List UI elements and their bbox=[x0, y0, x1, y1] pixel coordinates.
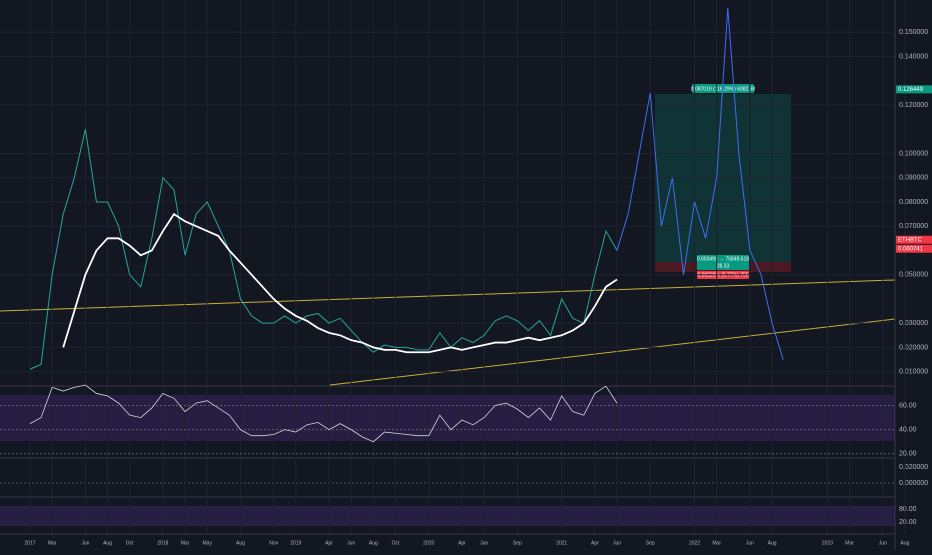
entry-label: 28.33 bbox=[717, 263, 730, 269]
stop-label: 0.00229% (5.77%) 755 bbox=[697, 272, 748, 278]
x-tick-label: Mar bbox=[48, 540, 57, 546]
rsi-tick-label: 60.00 bbox=[899, 402, 917, 409]
price-line bbox=[616, 7, 784, 360]
stoch-band bbox=[0, 506, 895, 526]
rsi-tick-label: 20.00 bbox=[899, 451, 917, 458]
trend-line bbox=[329, 318, 896, 386]
x-tick-label: Jun bbox=[347, 540, 355, 546]
x-tick-label: Sep bbox=[646, 540, 655, 546]
price-tag-label: 0.060741 bbox=[898, 246, 924, 252]
x-tick-label: Oct bbox=[126, 540, 134, 546]
x-tick-label: Jun bbox=[613, 540, 621, 546]
x-tick-label: Mar bbox=[845, 540, 854, 546]
y-tick-label: 0.150000 bbox=[899, 29, 928, 36]
y-tick-label: 0.070000 bbox=[899, 223, 928, 230]
macd-label: 0.000000 bbox=[899, 480, 928, 487]
x-tick-label: Jun bbox=[879, 540, 887, 546]
x-tick-label: Aug bbox=[901, 540, 910, 546]
x-tick-label: Jun bbox=[81, 540, 89, 546]
rsi-line bbox=[29, 384, 618, 443]
y-tick-label: 0.090000 bbox=[899, 175, 928, 182]
x-tick-label: 2021 bbox=[556, 540, 567, 546]
x-tick-label: Apr bbox=[458, 540, 466, 546]
y-tick-label: 0.120000 bbox=[899, 102, 928, 109]
y-tick-label: 0.030000 bbox=[899, 320, 928, 327]
target-label: 0.087019 (116.29%) 6082.98 bbox=[691, 86, 756, 92]
x-tick-label: Aug bbox=[236, 540, 245, 546]
x-tick-label: Aug bbox=[768, 540, 777, 546]
price-line bbox=[29, 129, 618, 370]
y-tick-label: 0.050000 bbox=[899, 272, 928, 279]
x-tick-label: Aug bbox=[369, 540, 378, 546]
price-line bbox=[62, 212, 618, 354]
x-tick-label: Sep bbox=[513, 540, 522, 546]
y-tick-label: 0.020000 bbox=[899, 344, 928, 351]
x-tick-label: 2022 bbox=[689, 540, 700, 546]
symbol-tag bbox=[896, 235, 932, 244]
price-tag bbox=[896, 244, 932, 253]
entry-label: 0.003499 → 75849.515 bbox=[697, 256, 749, 262]
symbol-tag-label: ETHBTC bbox=[898, 237, 923, 243]
x-tick-label: Apr bbox=[325, 540, 333, 546]
x-tick-label: Jun bbox=[746, 540, 754, 546]
stoch-label: 20.00 bbox=[899, 519, 917, 526]
x-tick-label: Nov bbox=[269, 540, 278, 546]
x-tick-label: 2019 bbox=[290, 540, 301, 546]
stoch-label: 80.00 bbox=[899, 506, 917, 513]
price-tag-label: 0.126449 bbox=[898, 87, 924, 93]
x-tick-label: Aug bbox=[103, 540, 112, 546]
entry-label-bg bbox=[697, 255, 749, 270]
x-tick-label: Jun bbox=[480, 540, 488, 546]
x-tick-label: 2018 bbox=[157, 540, 168, 546]
x-tick-label: 2020 bbox=[423, 540, 434, 546]
y-tick-label: 0.080000 bbox=[899, 199, 928, 206]
x-tick-label: Oct bbox=[392, 540, 400, 546]
x-tick-label: Mar bbox=[181, 540, 190, 546]
trend-line bbox=[0, 279, 896, 312]
x-tick-label: Apr bbox=[591, 540, 599, 546]
macd-label: 0.020000 bbox=[899, 464, 928, 471]
x-tick-label: Mar bbox=[712, 540, 721, 546]
x-tick-label: May bbox=[202, 540, 212, 546]
x-tick-label: 2017 bbox=[24, 540, 35, 546]
price-tag bbox=[896, 85, 932, 94]
y-tick-label: 0.100000 bbox=[899, 150, 928, 157]
rsi-tick-label: 40.00 bbox=[899, 426, 917, 433]
y-tick-label: 0.010000 bbox=[899, 369, 928, 376]
y-tick-label: 0.140000 bbox=[899, 53, 928, 60]
rsi-band bbox=[0, 395, 895, 441]
x-tick-label: 2023 bbox=[822, 540, 833, 546]
